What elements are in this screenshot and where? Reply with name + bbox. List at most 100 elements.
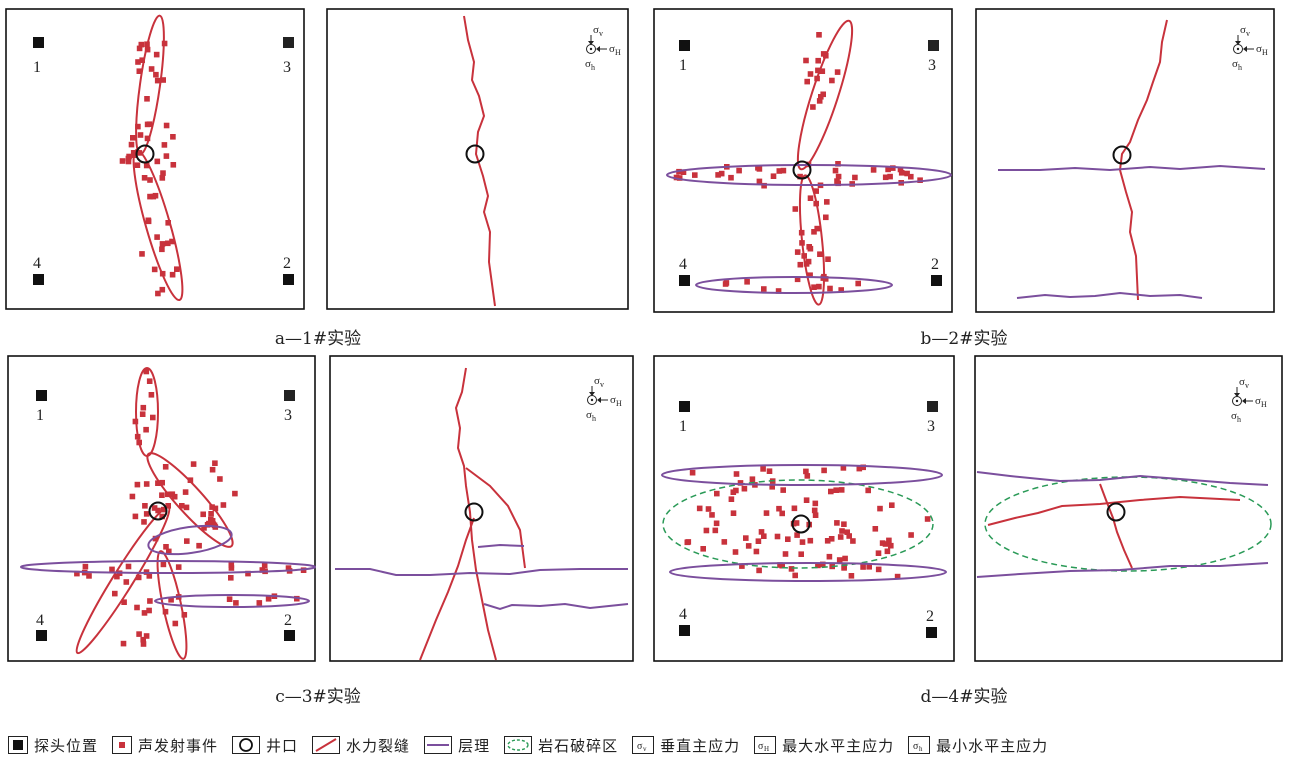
ae-event <box>758 529 765 535</box>
ae-event <box>885 166 891 173</box>
ae-event <box>152 535 159 542</box>
panel-d-left-frame <box>653 355 955 662</box>
ae-event <box>924 516 931 522</box>
ae-event <box>170 162 177 168</box>
ae-event <box>761 533 767 539</box>
ae-event <box>882 541 889 547</box>
ae-event <box>824 538 831 544</box>
ae-event <box>208 511 214 517</box>
ae-event <box>148 66 155 72</box>
ae-event <box>820 51 827 57</box>
legend-sigma-v-label: 垂直主应力 <box>660 736 741 755</box>
ae-event <box>814 225 820 232</box>
ae-event <box>730 510 737 516</box>
ae-event <box>728 496 735 502</box>
ae-event <box>882 174 889 181</box>
ae-event <box>155 480 161 486</box>
ae-event <box>827 285 833 292</box>
ae-event <box>760 466 766 472</box>
ae-event <box>147 598 153 604</box>
panel-c-bedding-ellipses <box>20 524 316 608</box>
ae-event <box>152 192 159 199</box>
ae-event <box>825 256 831 262</box>
ae-event <box>153 51 160 58</box>
ae-event <box>741 485 748 492</box>
ae-event <box>209 466 216 473</box>
ae-event <box>904 170 910 177</box>
ae-event <box>680 169 687 175</box>
ae-event <box>756 166 763 172</box>
panel-a-probe-1 <box>33 37 44 48</box>
ae-event <box>143 481 150 487</box>
panel-c-probe-4-label: 4 <box>36 612 44 629</box>
ae-event <box>761 286 767 292</box>
ae-event <box>226 596 233 602</box>
ae-event <box>200 511 206 518</box>
ae-event <box>300 567 307 573</box>
ae-event <box>839 528 845 534</box>
panel-d-probe-3 <box>927 401 938 412</box>
legend-fracture-label: 水力裂缝 <box>346 736 411 755</box>
ae-event <box>855 280 861 287</box>
legend-probe: 探头位置 <box>8 735 98 756</box>
caption-a: a—1#实验 <box>274 329 362 349</box>
ae-event <box>785 536 791 542</box>
legend-well: 井口 <box>232 735 298 756</box>
ae-event <box>810 104 816 110</box>
ae-event <box>811 229 817 235</box>
bedding-icon <box>424 736 453 754</box>
ae-event <box>793 520 800 526</box>
ae-event <box>135 574 142 581</box>
ae-event <box>879 540 886 546</box>
ae-event <box>852 174 858 181</box>
ae-event <box>850 538 856 544</box>
ae-event <box>190 461 197 467</box>
ae-event <box>143 368 150 375</box>
legend-crushed-zone: 岩石破碎区 <box>504 735 618 756</box>
svg-text:H: H <box>1262 48 1268 57</box>
ae-event <box>870 167 877 173</box>
ae-event <box>179 503 185 509</box>
ae-event <box>217 476 223 482</box>
ae-event <box>811 284 817 290</box>
panel-d-bedding-lower <box>976 562 1269 578</box>
ae-event <box>169 271 176 278</box>
panel-d-crushed-zone <box>662 479 934 569</box>
ae-event <box>123 579 130 585</box>
ae-event <box>86 573 92 579</box>
ae-event <box>700 546 706 552</box>
panel-a-probe-2-label: 2 <box>283 255 291 272</box>
panel-a-probe-2 <box>283 274 294 285</box>
ae-event <box>139 57 145 63</box>
ae-event <box>155 507 161 514</box>
ae-event <box>794 532 800 538</box>
panel-c-probe-3-label: 3 <box>284 407 292 424</box>
ae-event <box>819 68 826 74</box>
ae-event <box>143 162 150 169</box>
panel-a-probe-4-label: 4 <box>33 255 41 272</box>
ae-event <box>134 604 140 611</box>
ae-event <box>811 507 818 514</box>
ae-event <box>737 480 744 486</box>
ae-event <box>763 510 770 516</box>
ae-event <box>780 167 787 174</box>
ae-event <box>146 573 153 579</box>
ae-event <box>147 177 153 183</box>
ae-event <box>228 575 234 581</box>
ae-event <box>125 158 132 165</box>
ae-event <box>834 520 840 526</box>
ae-event <box>860 564 866 570</box>
ae-event <box>165 503 171 509</box>
ae-event <box>798 551 804 557</box>
legend-fracture: 水力裂缝 <box>312 735 410 756</box>
probe-icon <box>8 736 28 754</box>
ae-event <box>714 490 720 497</box>
ae-event <box>834 69 841 75</box>
ae-event <box>877 505 883 512</box>
ae-event <box>816 98 823 104</box>
